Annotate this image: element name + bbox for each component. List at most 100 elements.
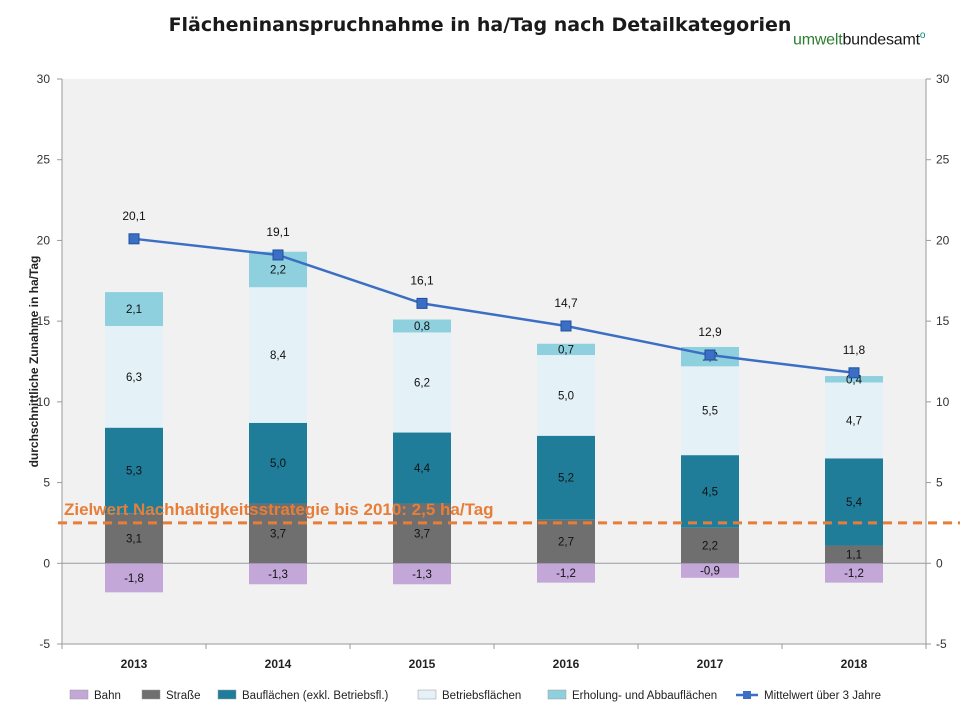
legend-swatch (417, 689, 437, 700)
bar-segment (537, 563, 595, 583)
data-label: -0,9 (700, 566, 720, 578)
average-label: 16,1 (410, 273, 434, 287)
legend-label: Straße (166, 690, 201, 702)
average-marker (560, 320, 572, 332)
axes: -5 -5 0 0 5 5 10 10 15 15 20 20 25 25 30 30 2013 2014 2015… (27, 72, 950, 671)
logo-part-a: umwelt (793, 31, 843, 49)
legend-label: Mittelwert über 3 Jahre (764, 690, 881, 702)
bar-segment (537, 355, 595, 436)
y-tick-label-right: -5 (936, 637, 947, 651)
average-line-path (133, 237, 855, 375)
data-label: 2,7 (558, 536, 574, 548)
data-label: -1,3 (412, 569, 432, 581)
legend-swatch (141, 689, 161, 700)
data-label: 5,0 (270, 458, 286, 470)
bar-segment (825, 563, 883, 583)
bar-segment (393, 319, 451, 333)
data-label: 0,7 (558, 344, 574, 356)
bars: -1,8 3,1 5,3 6,3 2,1 -1,3 3,7 5,0 8,4 2,2 -1,3 3,7 4… (105, 251, 883, 593)
bar-segment (105, 325, 163, 428)
data-label: -1,3 (268, 569, 288, 581)
legend-label: Bahn (94, 690, 121, 702)
bar-segment (393, 432, 451, 504)
y-tick-label-right: 10 (936, 395, 950, 409)
bar-segment (105, 427, 163, 514)
data-label: 6,3 (126, 372, 142, 384)
target-label: Zielwert Nachhaltigkeitsstrategie bis 20… (64, 500, 494, 519)
logo-mark: o (919, 30, 926, 41)
bar-segment (681, 455, 739, 528)
legend-label: Betriebsflächen (442, 690, 521, 702)
bar-segment (249, 563, 307, 585)
data-label: 5,3 (126, 465, 142, 477)
average-marker (848, 367, 860, 379)
data-label: 2,1 (126, 304, 142, 316)
average-label: 12,9 (698, 325, 722, 339)
logo-part-b: bundesamt (842, 31, 920, 49)
bar-segment (681, 563, 739, 578)
legend-swatch (69, 689, 89, 700)
bar-segment (249, 422, 307, 504)
y-tick-label: 10 (37, 395, 51, 409)
bar-segment (393, 503, 451, 564)
y-tick-label-right: 15 (936, 314, 950, 328)
data-label: 3,7 (414, 528, 430, 540)
y-tick-label-right: 5 (936, 476, 943, 490)
data-label: 1,1 (846, 549, 862, 561)
data-label: 2,2 (270, 264, 286, 276)
bar-segment (393, 563, 451, 585)
legend-swatch (217, 689, 237, 700)
average-marker (416, 297, 428, 309)
x-tick-label: 2015 (409, 657, 436, 671)
bar-segment (537, 519, 595, 564)
y-tick-label-right: 25 (936, 153, 950, 167)
x-tick-label: 2014 (265, 657, 292, 671)
y-axis-title: durchschnittliche Zunahme in ha/Tag (27, 256, 41, 468)
legend-label: Bauflächen (exkl. Betriebsfl.) (242, 690, 389, 702)
data-label: 5,0 (558, 390, 574, 402)
legend-swatch (547, 689, 567, 700)
bar-segment (681, 527, 739, 564)
data-label: 3,7 (270, 528, 286, 540)
average-label: 11,8 (843, 343, 866, 357)
data-label: 4,5 (702, 486, 718, 498)
y-tick-label: 5 (43, 476, 50, 490)
legend-label: Erholung- und Abbauflächen (572, 690, 717, 702)
y-tick-label: 30 (37, 72, 51, 86)
average-marker (128, 233, 140, 245)
data-label: 6,2 (414, 377, 430, 389)
legend: Bahn Straße Bauflächen (exkl. Betriebsfl.)… (69, 689, 881, 702)
y-tick-label: 0 (43, 556, 50, 570)
x-tick-label: 2016 (553, 657, 580, 671)
bar-segment (105, 292, 163, 326)
y-tick-label-right: 30 (936, 72, 950, 86)
data-label: -1,2 (844, 568, 864, 580)
bar-segment (537, 435, 595, 520)
average-marker (272, 249, 284, 261)
x-tick-label: 2018 (841, 657, 868, 671)
y-tick-label: 20 (37, 233, 51, 247)
y-tick-label-right: 0 (936, 556, 943, 570)
y-tick-label: -5 (39, 637, 50, 651)
average-line: 20,1 19,1 16,1 14,7 12,9 11,8 (122, 209, 866, 379)
data-label: -1,2 (556, 568, 576, 580)
bar-segment (825, 376, 883, 383)
bar-segment (393, 332, 451, 433)
x-tick-label: 2013 (121, 657, 148, 671)
y-tick-label-right: 20 (936, 233, 950, 247)
data-label: 2,2 (702, 541, 718, 553)
bar-segment (825, 382, 883, 459)
bar-segment (249, 503, 307, 564)
average-label: 14,7 (554, 296, 578, 310)
data-label: 0,8 (414, 321, 430, 333)
bar-segment (105, 563, 163, 593)
data-label: 5,2 (558, 473, 574, 485)
average-label: 20,1 (122, 209, 146, 223)
bar-segment (249, 287, 307, 423)
average-label: 19,1 (266, 225, 290, 239)
target-line: Zielwert Nachhaltigkeitsstrategie bis 20… (58, 500, 960, 525)
data-label: -1,8 (124, 573, 144, 585)
data-label: 3,1 (126, 533, 142, 545)
bar-segment (681, 366, 739, 456)
umweltbundesamt-logo: umweltbundesamto (793, 30, 925, 49)
